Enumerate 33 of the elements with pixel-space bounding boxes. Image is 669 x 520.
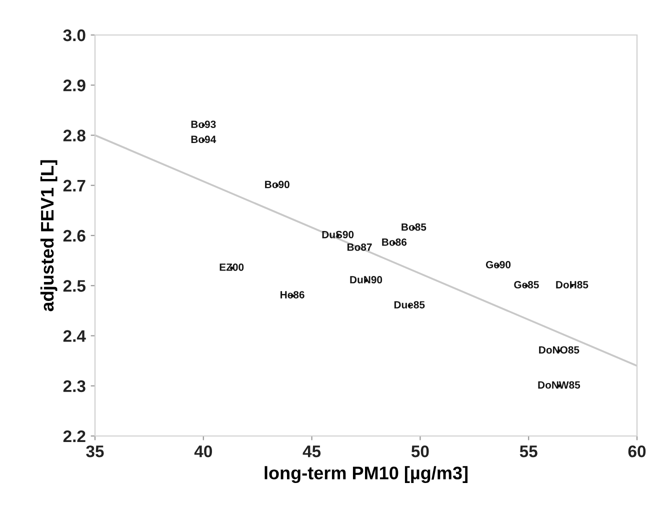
x-tick-label: 55 bbox=[520, 446, 538, 458]
y-tick-label: 2.3 bbox=[63, 380, 86, 392]
data-label: Bo87 bbox=[347, 243, 372, 251]
y-tick-label: 3.0 bbox=[63, 29, 86, 42]
data-label: DuN90 bbox=[350, 276, 382, 284]
data-label: Bo94 bbox=[191, 136, 216, 144]
data-label: Bo90 bbox=[265, 180, 290, 188]
y-tick-label: 2.6 bbox=[63, 230, 86, 242]
data-label: DoNO85 bbox=[539, 346, 580, 354]
y-tick-label: 2.4 bbox=[63, 330, 86, 342]
y-tick-label: 2.2 bbox=[63, 430, 86, 442]
x-tick-label: 40 bbox=[194, 445, 212, 458]
data-label: Ge85 bbox=[514, 281, 539, 288]
y-tick-label: 2.9 bbox=[63, 80, 86, 92]
x-axis-title: long-term PM10 [µg/m3] bbox=[264, 466, 468, 484]
data-label: EZ00 bbox=[220, 264, 244, 271]
y-axis-title: adjusted FEV1 [L] bbox=[40, 160, 58, 312]
data-label: Bo93 bbox=[191, 120, 216, 128]
data-label: He86 bbox=[280, 291, 304, 298]
data-label: DuS90 bbox=[322, 230, 354, 238]
data-label: Bo85 bbox=[402, 223, 426, 231]
y-tick-label: 2.8 bbox=[63, 130, 86, 142]
x-tick-label: 45 bbox=[302, 446, 321, 458]
y-tick-label: 2.7 bbox=[63, 180, 86, 192]
data-label: Bo86 bbox=[382, 238, 407, 246]
data-label: DoNW85 bbox=[538, 381, 580, 389]
data-label: Due85 bbox=[394, 301, 425, 308]
x-tick-label: 35 bbox=[86, 445, 104, 458]
data-label: Ge90 bbox=[486, 260, 511, 268]
x-tick-label: 50 bbox=[411, 445, 429, 458]
x-tick-label: 60 bbox=[628, 445, 646, 458]
y-tick-label: 2.5 bbox=[63, 280, 86, 292]
data-label: DoH85 bbox=[556, 281, 588, 288]
